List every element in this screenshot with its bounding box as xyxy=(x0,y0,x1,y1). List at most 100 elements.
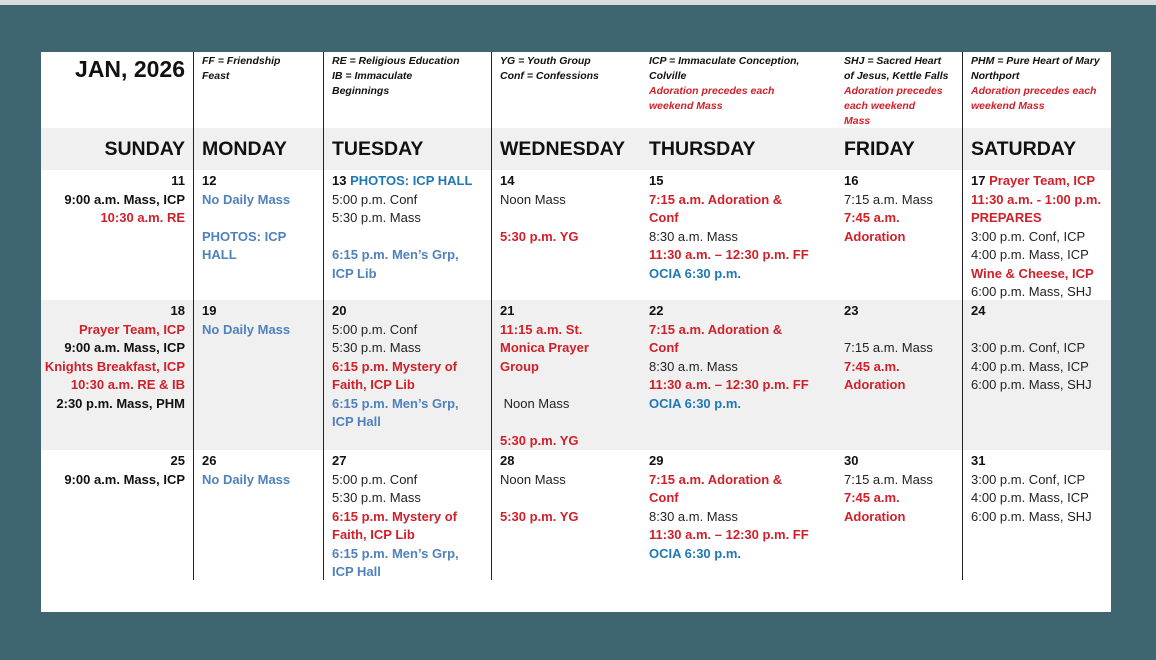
event: ICP Hall xyxy=(332,414,381,429)
day-cell-28: 28 Noon Mass 5:30 p.m. YG xyxy=(491,450,640,580)
event: 3:00 p.m. Conf, ICP xyxy=(971,340,1086,355)
event: HALL xyxy=(202,247,237,262)
event: 5:30 p.m. Mass xyxy=(332,340,421,355)
event: 7:15 a.m. Mass xyxy=(844,191,933,207)
column-divider xyxy=(193,52,194,580)
day-number: 16 xyxy=(844,173,859,188)
day-header: 12 xyxy=(202,172,323,191)
event: 4:00 p.m. Mass, ICP xyxy=(971,490,1089,505)
legend-line: ICP = Immaculate Conception, xyxy=(649,55,800,67)
blank-line xyxy=(844,321,962,340)
legend-line: Beginnings xyxy=(332,85,390,97)
day-cell-29: 29 7:15 a.m. Adoration & Conf 8:30 a.m. Mas… xyxy=(640,450,835,580)
day-name-thursday: THURSDAY xyxy=(649,138,756,160)
event: Prayer Team, ICP xyxy=(989,173,1096,188)
event: 6:15 p.m. Men’s Grp, xyxy=(332,545,459,561)
day-cell-21: 21 11:15 a.m. St. Monica Prayer Group Noon … xyxy=(491,300,640,450)
day-header: 28 xyxy=(500,452,640,471)
legend-line: Colville xyxy=(649,70,687,82)
event: 5:30 p.m. Mass xyxy=(332,210,421,225)
event: 6:15 p.m. Mystery of xyxy=(332,358,457,374)
month-title: JAN, 2026 xyxy=(75,56,185,82)
event: 11:30 a.m. – 12:30 p.m. FF xyxy=(649,527,809,542)
legend-line: RE = Religious Education xyxy=(332,55,460,67)
legend-note: Adoration precedes xyxy=(844,85,943,97)
event: 2:30 p.m. Mass, PHM xyxy=(56,395,185,411)
day-number: 27 xyxy=(332,453,347,468)
day-number: 20 xyxy=(332,303,347,318)
event: 9:00 a.m. Mass, ICP xyxy=(64,191,185,207)
week-row: 25 9:00 a.m. Mass, ICP 26 No Daily Mass 27 5:… xyxy=(41,450,1111,580)
legend-line: PHM = Pure Heart of Mary xyxy=(971,55,1100,67)
event: 9:00 a.m. Mass, ICP xyxy=(64,340,185,355)
day-header: 23 xyxy=(844,302,962,321)
day-cell-30: 30 7:15 a.m. Mass 7:45 a.m. Adoration xyxy=(835,450,962,580)
day-header: 30 xyxy=(844,452,962,471)
day-header: 19 xyxy=(202,302,323,321)
blank-line xyxy=(500,376,640,395)
event: 9:00 a.m. Mass, ICP xyxy=(64,471,185,487)
day-cell-13: 13 PHOTOS: ICP HALL 5:00 p.m. Conf 5:30 p.… xyxy=(323,170,491,300)
blank-line xyxy=(500,209,640,228)
day-cell-26: 26 No Daily Mass xyxy=(193,450,323,580)
calendar-page: JAN, 2026 FF = Friendship Feast RE = Rel… xyxy=(41,52,1111,612)
event: OCIA 6:30 p.m. xyxy=(649,265,741,281)
event: Group xyxy=(500,358,539,374)
day-name-monday: MONDAY xyxy=(202,138,287,160)
legend-line: FF = Friendship xyxy=(202,55,281,67)
event: Conf xyxy=(649,340,679,355)
event: 11:30 a.m. – 12:30 p.m. FF xyxy=(649,247,809,262)
event: Wine & Cheese, ICP xyxy=(971,265,1094,281)
day-header: 24 xyxy=(971,302,1111,321)
day-header: 25 xyxy=(41,452,185,471)
day-header: 26 xyxy=(202,452,323,471)
event: Prayer Team, ICP xyxy=(79,321,185,337)
day-header: 11 xyxy=(41,172,185,191)
column-divider xyxy=(491,52,492,580)
legend-note: weekend Mass xyxy=(971,100,1045,112)
day-number: 13 xyxy=(332,173,347,188)
day-cell-12: 12 No Daily Mass PHOTOS: ICP HALL xyxy=(193,170,323,300)
day-name-row: SUNDAY MONDAY TUESDAY WEDNESDAY THURSDAY FRID… xyxy=(41,128,1111,170)
event: 6:00 p.m. Mass, SHJ xyxy=(971,284,1092,299)
event: 5:30 p.m. YG xyxy=(500,228,579,244)
day-number: 11 xyxy=(171,173,185,188)
day-name-sunday: SUNDAY xyxy=(104,138,185,160)
event: Conf xyxy=(649,210,679,225)
event: 7:15 a.m. Mass xyxy=(844,471,933,487)
day-cell-11: 11 9:00 a.m. Mass, ICP 10:30 a.m. RE xyxy=(41,170,193,300)
event: 6:00 p.m. Mass, SHJ xyxy=(971,377,1092,392)
week-row: 18 Prayer Team, ICP 9:00 a.m. Mass, ICP Kni… xyxy=(41,300,1111,450)
legend-saturday: PHM = Pure Heart of Mary Northport Adora… xyxy=(962,52,1111,128)
event: 6:15 p.m. Mystery of xyxy=(332,508,457,524)
day-header: 18 xyxy=(41,302,185,321)
day-number: 17 xyxy=(971,173,986,188)
day-number: 18 xyxy=(170,303,185,318)
legend-thursday: ICP = Immaculate Conception, Colville Ad… xyxy=(640,52,835,128)
day-cell-17: 17 Prayer Team, ICP 11:30 a.m. - 1:00 p.m… xyxy=(962,170,1111,300)
event: 8:30 a.m. Mass xyxy=(649,228,738,244)
day-number: 24 xyxy=(971,303,986,318)
day-cell-14: 14 Noon Mass 5:30 p.m. YG xyxy=(491,170,640,300)
event: Faith, ICP Lib xyxy=(332,527,415,542)
legend-note: each weekend xyxy=(844,100,916,112)
column-divider xyxy=(323,52,324,580)
event: 5:30 p.m. YG xyxy=(500,508,579,524)
event: 10:30 a.m. RE xyxy=(100,210,185,225)
event: Conf xyxy=(649,490,679,505)
day-cell-20: 20 5:00 p.m. Conf 5:30 p.m. Mass 6:15 p.m. … xyxy=(323,300,491,450)
event: 6:15 p.m. Men’s Grp, xyxy=(332,395,459,411)
day-cell-22: 22 7:15 a.m. Adoration & Conf 8:30 a.m. Mas… xyxy=(640,300,835,450)
event: ICP Hall xyxy=(332,564,381,579)
event: PHOTOS: ICP HALL xyxy=(350,173,473,188)
day-header: 15 xyxy=(649,172,835,191)
legend-note: Adoration precedes each xyxy=(971,85,1097,97)
day-cell-23: 23 7:15 a.m. Mass 7:45 a.m. Adoration xyxy=(835,300,962,450)
day-number: 21 xyxy=(500,303,515,318)
day-cell-18: 18 Prayer Team, ICP 9:00 a.m. Mass, ICP Kni… xyxy=(41,300,193,450)
day-cell-25: 25 9:00 a.m. Mass, ICP xyxy=(41,450,193,580)
day-header: 31 xyxy=(971,452,1111,471)
day-header: 17 Prayer Team, ICP xyxy=(971,172,1111,191)
day-cell-31: 31 3:00 p.m. Conf, ICP 4:00 p.m. Mass, ICP… xyxy=(962,450,1111,580)
event: OCIA 6:30 p.m. xyxy=(649,545,741,561)
